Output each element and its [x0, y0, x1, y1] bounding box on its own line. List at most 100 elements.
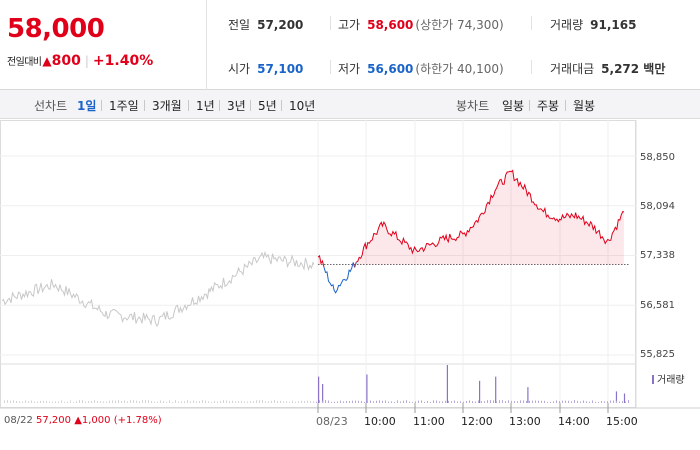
divider — [219, 100, 220, 111]
volume-bar — [247, 401, 248, 403]
x-tick-label: 15:00 — [606, 415, 638, 428]
volume-bar — [331, 401, 332, 403]
volume-bar — [310, 401, 311, 403]
tab-period-1y[interactable]: 1년 — [196, 99, 215, 113]
volume-bar — [376, 400, 377, 403]
volume-bar — [322, 400, 323, 403]
volume-bar — [283, 401, 284, 403]
y-tick-label: 58,850 — [640, 152, 675, 163]
volume-bar — [187, 400, 188, 403]
volume-bar — [535, 400, 536, 403]
volume-bar — [193, 400, 194, 403]
volume-bar — [527, 387, 529, 403]
tab-period-1d[interactable]: 1일 — [77, 99, 97, 113]
divider — [529, 100, 530, 111]
volume-bar — [628, 400, 629, 403]
volume-bar — [418, 400, 419, 403]
volume-bar — [88, 400, 89, 403]
price-line-down — [354, 262, 357, 268]
volume-bar — [589, 401, 590, 403]
upper-limit: (상한가 74,300) — [415, 18, 504, 32]
tab-period-3m[interactable]: 3개월 — [152, 99, 182, 113]
volume-bar — [175, 400, 176, 403]
volume-bar — [181, 401, 182, 403]
volume-bar — [484, 401, 485, 403]
divider — [565, 100, 566, 111]
stat-high: 고가 58,600 (상한가 74,300) — [338, 16, 504, 33]
volume-bar — [241, 400, 242, 403]
volume-bar — [13, 400, 14, 403]
volume-bar — [439, 401, 440, 403]
divider — [330, 16, 331, 30]
volume-bar — [490, 400, 491, 403]
volume-bar — [415, 401, 416, 403]
volume-bar — [451, 401, 452, 403]
volume-bar — [109, 400, 110, 403]
stat-amount: 거래대금 5,272 백만 — [550, 60, 665, 77]
volume-bar — [463, 401, 464, 403]
volume-bar — [55, 401, 56, 403]
volume-bar — [623, 393, 626, 403]
volume-bar — [307, 400, 308, 403]
prev-day-change: ▲1,000 (+1.78%) — [74, 415, 162, 426]
volume-bar — [229, 400, 230, 403]
volume-bar — [337, 401, 338, 403]
volume-bar — [211, 401, 212, 403]
volume-bar — [220, 400, 221, 403]
volume-bar — [442, 401, 443, 403]
volume-bar — [625, 401, 626, 403]
volume-bar — [133, 400, 134, 403]
tab-period-3y[interactable]: 3년 — [227, 99, 246, 113]
volume-bar — [37, 401, 38, 403]
volume-bar — [154, 401, 155, 403]
volume-bar — [178, 401, 179, 403]
volume-bar — [373, 401, 374, 403]
volume-bar — [166, 401, 167, 403]
volume-bar — [112, 400, 113, 403]
volume-bar — [448, 400, 449, 403]
volume-bar — [202, 400, 203, 403]
volume-bar — [526, 400, 527, 403]
volume-bar — [49, 401, 50, 403]
prev-day-note: 08/22 57,200 ▲1,000 (+1.78%) — [4, 415, 162, 426]
volume-bar — [316, 401, 317, 403]
volume-bar — [76, 400, 77, 403]
volume-bar — [601, 400, 602, 403]
tab-period-5y[interactable]: 5년 — [258, 99, 277, 113]
volume-bar — [250, 400, 251, 403]
volume-bar — [568, 400, 569, 403]
stat-label: 거래대금 — [550, 62, 595, 76]
volume-bar — [565, 400, 566, 403]
volume-bar — [79, 400, 80, 403]
y-tick-label: 57,338 — [640, 250, 675, 261]
tab-candle-daily[interactable]: 일봉 — [502, 99, 525, 113]
tab-period-10y[interactable]: 10년 — [289, 99, 316, 113]
volume-bar — [100, 401, 101, 403]
volume-bar — [145, 400, 146, 403]
change-label: 전일대비 — [7, 57, 42, 68]
volume-bar — [349, 400, 350, 403]
volume-bar — [298, 401, 299, 403]
tab-candle-monthly[interactable]: 월봉 — [573, 99, 596, 113]
stat-label: 전일 — [228, 18, 251, 32]
volume-bar — [355, 400, 356, 403]
volume-bar — [400, 401, 401, 403]
volume-bar — [433, 400, 434, 403]
volume-bar — [115, 400, 116, 403]
volume-bar — [289, 401, 290, 403]
volume-bar — [196, 401, 197, 403]
volume-bar — [292, 400, 293, 403]
tab-period-1w[interactable]: 1주일 — [109, 99, 139, 113]
volume-bar — [382, 400, 383, 403]
volume-bar — [391, 401, 392, 403]
volume-bar — [622, 401, 623, 403]
stat-prev-close: 전일 57,200 — [228, 16, 303, 33]
volume-bar — [481, 401, 482, 403]
volume-bar — [520, 400, 521, 403]
volume-bar — [559, 401, 560, 403]
stat-value: 57,100 — [257, 62, 304, 76]
x-tick-label: 08/23 — [316, 415, 348, 428]
volume-bar — [226, 400, 227, 403]
tab-candle-weekly[interactable]: 주봉 — [537, 99, 560, 113]
prev-day-date: 08/22 — [4, 415, 33, 426]
